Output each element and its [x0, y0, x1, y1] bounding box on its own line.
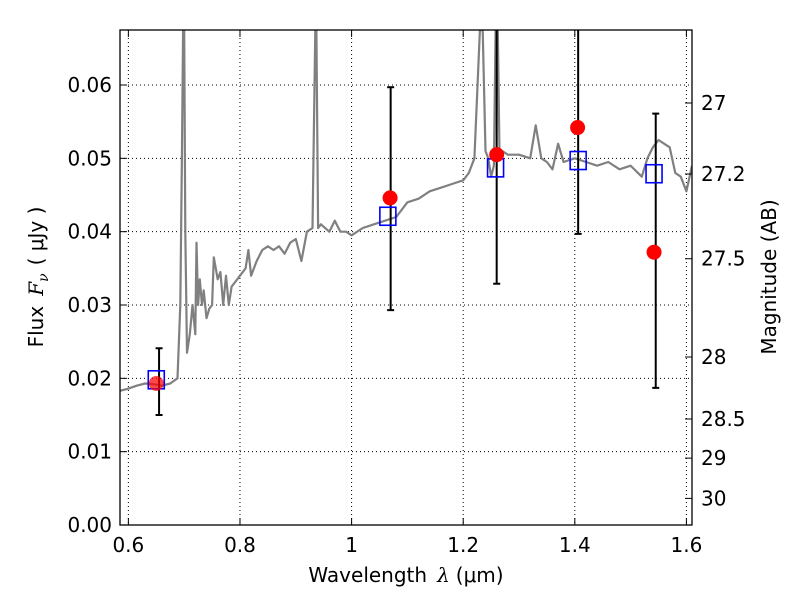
- x-axis-title-prefix: Wavelength: [308, 563, 427, 587]
- y-axis-title: Flux Fν ( μJy ): [24, 207, 52, 348]
- y-axis-title-symbol: F: [24, 281, 48, 297]
- plot-area: [120, 30, 692, 525]
- observed-photometry-series: [148, 120, 662, 391]
- y-tick-label: 0.00: [67, 513, 112, 537]
- observed-photometry-point: [382, 190, 398, 206]
- model-spectrum-series: [120, 30, 692, 392]
- right-tick-label: 29: [701, 446, 726, 470]
- observed-photometry-point: [489, 147, 505, 163]
- model-photometry-point: [645, 163, 663, 184]
- y-tick-label: 0.05: [67, 146, 112, 170]
- right-tick-label: 28: [701, 345, 726, 369]
- y-axis-ticks: 0.00 0.01 0.02 0.03 0.04 0.05 0.06: [67, 73, 127, 537]
- x-tick-label: 1.6: [671, 533, 703, 557]
- observed-photometry-point: [646, 244, 662, 260]
- x-tick-label: 0.6: [112, 533, 144, 557]
- right-tick-label: 27.5: [701, 247, 746, 271]
- x-tick-label: 1: [345, 533, 358, 557]
- y-axis-title-unit: ( μJy ): [24, 207, 48, 266]
- x-axis-title-symbol: λ: [436, 563, 450, 587]
- observed-photometry-point: [570, 120, 586, 136]
- right-axis-title: Magnitude (AB): [757, 199, 781, 354]
- y-axis-title-prefix: Flux: [24, 306, 48, 348]
- y-axis-title-subscript: ν: [36, 273, 52, 282]
- right-tick-label: 28.5: [701, 407, 746, 431]
- x-tick-label: 1.2: [447, 533, 479, 557]
- y-tick-label: 0.02: [67, 366, 112, 390]
- x-axis-title: Wavelength λ (μm): [308, 563, 503, 587]
- model-photometry-point: [379, 206, 397, 227]
- x-tick-label: 1.4: [559, 533, 591, 557]
- right-tick-label: 27: [701, 91, 726, 115]
- spectrum-line: [120, 30, 692, 392]
- x-axis-ticks: 0.6 0.8 1 1.2 1.4 1.6: [112, 30, 702, 557]
- x-axis-title-unit: (μm): [456, 563, 504, 587]
- right-tick-label: 30: [701, 486, 726, 510]
- model-photometry-point: [569, 150, 587, 171]
- x-tick-label: 0.8: [224, 533, 256, 557]
- observed-photometry-point: [148, 375, 164, 391]
- y-tick-label: 0.06: [67, 73, 112, 97]
- y-tick-label: 0.03: [67, 293, 112, 317]
- right-axis-ticks: 27 27.2 27.5 28 28.5 29 30: [685, 91, 746, 510]
- y-tick-label: 0.01: [67, 440, 112, 464]
- plot-frame: [119, 29, 693, 526]
- right-tick-label: 27.2: [701, 162, 746, 186]
- y-tick-label: 0.04: [67, 220, 112, 244]
